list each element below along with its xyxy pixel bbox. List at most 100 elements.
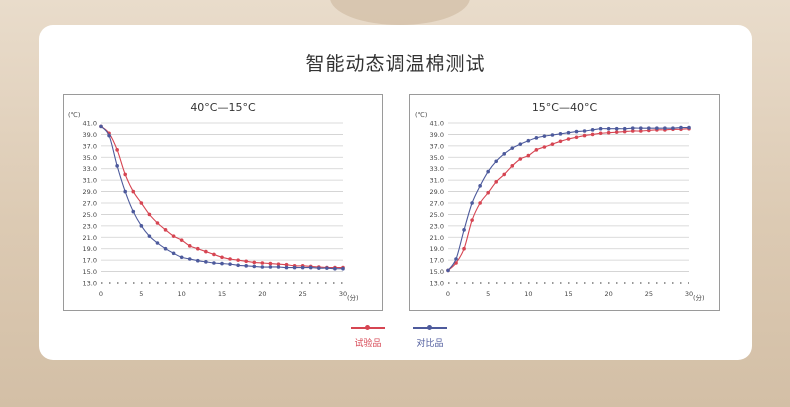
data-point-compare — [574, 129, 579, 134]
data-point-trial — [558, 139, 563, 144]
data-point-trial — [212, 252, 216, 257]
data-point-compare — [534, 136, 539, 140]
data-point-compare — [671, 126, 675, 130]
data-point-trial — [494, 180, 498, 184]
data-point-compare — [454, 257, 458, 261]
y-tick-label: 27.0 — [83, 200, 97, 208]
y-tick-label: 33.0 — [83, 165, 97, 173]
y-tick-label: 35.0 — [83, 154, 97, 162]
data-point-trial — [196, 246, 200, 251]
data-point-compare — [300, 265, 305, 270]
y-unit-label: (℃) — [415, 111, 427, 119]
y-tick-label: 17.0 — [430, 257, 444, 265]
y-tick-label: 39.0 — [430, 131, 444, 139]
data-point-compare — [115, 164, 119, 168]
data-point-compare — [655, 126, 659, 130]
x-tick-label: 5 — [139, 290, 143, 298]
data-point-compare — [308, 265, 313, 270]
data-point-compare — [212, 261, 216, 265]
x-tick-label: 30 — [339, 290, 347, 298]
data-point-compare — [99, 124, 103, 129]
legend-item-compare: 对比品 — [405, 322, 465, 349]
data-point-trial — [163, 228, 168, 232]
legend-trial-label: 试验品 — [354, 339, 382, 349]
data-point-trial — [139, 201, 144, 205]
data-point-compare — [244, 264, 248, 268]
y-tick-label: 21.0 — [430, 234, 444, 242]
data-point-compare — [582, 129, 587, 133]
data-point-compare — [268, 265, 273, 269]
data-point-compare — [558, 132, 563, 136]
data-point-compare — [647, 126, 651, 130]
chart-warming-frame: 15°C—40°C (℃) 41.0 39.0 37.0 35.0 33.0 31.0 29.0… — [409, 94, 720, 311]
data-point-compare — [606, 126, 611, 131]
chart-title: 15°C—40°C — [532, 101, 598, 114]
legend-trial-marker — [365, 325, 370, 330]
data-point-trial — [244, 259, 248, 264]
y-tick-label: 27.0 — [430, 200, 444, 208]
x-tick-label: 20 — [258, 290, 266, 298]
data-point-compare — [542, 134, 547, 138]
data-point-trial — [534, 148, 539, 152]
data-point-compare — [131, 209, 136, 214]
y-tick-label: 31.0 — [83, 177, 97, 185]
data-point-compare — [123, 189, 127, 194]
legend-compare-label: 对比品 — [416, 339, 444, 349]
legend-compare-marker — [427, 325, 432, 330]
y-tick-label: 41.0 — [83, 120, 97, 128]
data-point-trial — [526, 153, 531, 158]
data-point-trial — [478, 201, 482, 205]
data-point-compare — [276, 265, 281, 269]
data-point-compare — [502, 152, 507, 156]
series-line-trial — [447, 128, 690, 271]
y-tick-label: 23.0 — [430, 222, 444, 230]
data-point-compare — [590, 128, 595, 132]
data-point-trial — [510, 164, 515, 168]
chart-warming: 15°C—40°C (℃)41.0 39.0 37.0 35.0 33.0 31.0 29.0… — [415, 101, 705, 302]
data-point-trial — [606, 130, 611, 135]
y-tick-label: 37.0 — [83, 142, 97, 150]
data-point-compare — [228, 262, 232, 266]
y-tick-label: 25.0 — [83, 211, 97, 219]
data-point-compare — [679, 125, 683, 130]
data-point-compare — [639, 126, 643, 130]
data-point-trial — [220, 255, 224, 260]
series-line-trial — [100, 125, 343, 269]
y-tick-label: 21.0 — [83, 234, 97, 242]
y-tick-label: 35.0 — [430, 154, 444, 162]
data-point-trial — [622, 129, 627, 134]
data-point-compare — [526, 138, 531, 143]
data-point-trial — [147, 212, 152, 217]
x-tick-label: 10 — [524, 290, 532, 298]
data-point-trial — [582, 133, 587, 138]
data-point-trial — [566, 137, 571, 141]
y-tick-label: 13.0 — [83, 280, 97, 288]
background-decoration — [330, 0, 470, 25]
data-point-compare — [341, 266, 345, 271]
data-point-compare — [292, 265, 297, 270]
data-point-compare — [598, 126, 603, 131]
data-point-trial — [131, 189, 136, 194]
x-tick-label: 20 — [605, 290, 613, 298]
data-point-compare — [494, 159, 498, 164]
data-point-trial — [115, 148, 119, 152]
data-point-compare — [252, 264, 257, 269]
data-point-compare — [325, 266, 329, 270]
y-tick-label: 37.0 — [430, 142, 444, 150]
x-tick-label: 0 — [446, 290, 450, 298]
data-point-trial — [187, 244, 192, 248]
chart-title: 40°C—15°C — [190, 101, 256, 114]
legend-item-trial: 试验品 — [343, 322, 403, 349]
data-point-trial — [236, 258, 240, 262]
data-point-compare — [510, 146, 515, 150]
data-point-compare — [155, 241, 160, 245]
data-point-compare — [260, 265, 265, 269]
data-point-compare — [566, 130, 571, 135]
x-tick-label: 0 — [99, 290, 103, 298]
x-tick-label: 5 — [486, 290, 490, 298]
data-point-compare — [622, 126, 627, 131]
y-tick-label: 19.0 — [430, 245, 444, 253]
data-point-trial — [590, 132, 595, 137]
x-tick-label: 25 — [299, 290, 307, 298]
y-tick-label: 15.0 — [83, 268, 97, 276]
